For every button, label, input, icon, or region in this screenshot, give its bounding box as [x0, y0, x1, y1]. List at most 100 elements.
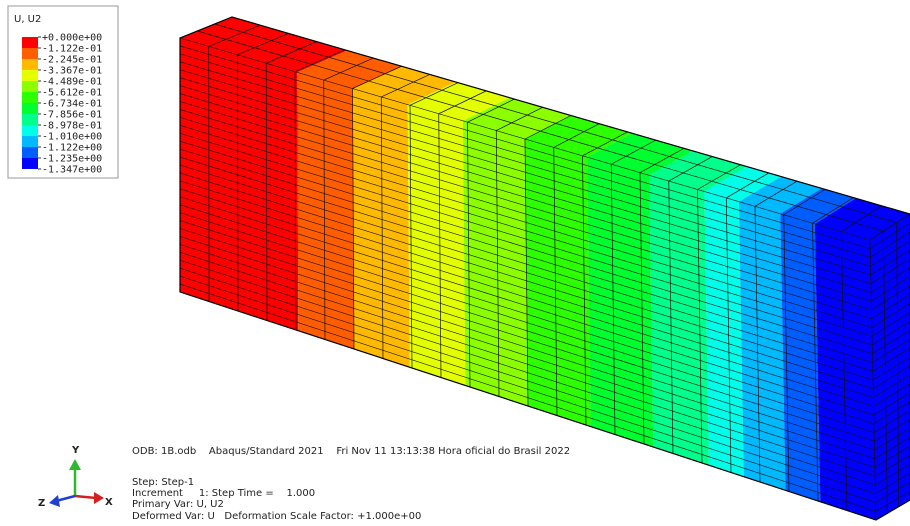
legend-label: +0.000e+00	[42, 33, 102, 44]
front-face-band	[738, 201, 786, 491]
front-face-band	[525, 139, 591, 427]
mesh-line	[467, 98, 515, 123]
mesh-line	[874, 419, 910, 442]
mesh-line	[870, 240, 910, 267]
mesh-line	[870, 222, 910, 250]
mesh-line	[179, 156, 873, 372]
triad-x-label: X	[105, 497, 113, 508]
mesh-line	[553, 123, 600, 148]
end-face	[870, 214, 910, 520]
legend-swatch	[22, 37, 38, 48]
mesh-line	[352, 65, 402, 89]
mesh-line	[869, 213, 910, 241]
mesh-line	[438, 90, 487, 115]
mesh-line	[875, 472, 910, 495]
mesh-line	[882, 231, 888, 514]
top-face-band	[180, 17, 348, 73]
mesh-line	[179, 148, 873, 363]
mesh-line	[873, 392, 910, 416]
legend-label: -3.367e-01	[42, 66, 102, 77]
legend-swatch	[22, 70, 38, 81]
mesh-line	[874, 428, 910, 451]
mesh-line	[266, 41, 317, 64]
mesh-line	[323, 57, 374, 81]
mesh-line	[896, 222, 900, 507]
legend-label: -2.245e-01	[42, 55, 102, 66]
mesh-line	[179, 132, 873, 346]
mesh-line	[381, 74, 430, 98]
mesh-line	[872, 338, 910, 363]
mesh-line	[873, 401, 910, 425]
mesh-line	[409, 82, 459, 106]
mesh-line	[179, 196, 874, 416]
top-face-band	[649, 150, 748, 192]
mesh-line	[179, 53, 871, 258]
triad-y-label: Y	[71, 445, 80, 456]
mesh-line	[179, 85, 872, 293]
mesh-line	[875, 463, 910, 486]
mesh-line	[875, 481, 910, 503]
mesh-line	[208, 24, 261, 47]
legend-label: -1.010e+00	[42, 132, 102, 143]
mesh-line	[872, 356, 910, 381]
legend-title: U, U2	[14, 14, 41, 25]
mesh-line	[179, 252, 876, 477]
top-face-band	[704, 166, 782, 202]
top-face-band	[738, 176, 822, 214]
mesh-line	[179, 140, 873, 355]
mesh-line	[294, 49, 346, 72]
legend-label: -1.122e-01	[42, 44, 102, 55]
front-face-band	[587, 157, 654, 448]
info-increment: Increment 1: Step Time = 1.000	[132, 488, 315, 499]
mesh-line	[179, 220, 875, 442]
legend-swatch	[22, 103, 38, 114]
legend-swatch	[22, 125, 38, 136]
top-face-band	[780, 188, 856, 224]
top-face-band	[352, 66, 456, 105]
mesh-line	[179, 109, 872, 320]
mesh-line	[871, 276, 910, 302]
legend-label: -1.122e+00	[42, 143, 102, 154]
mesh-line	[179, 93, 872, 302]
legend-swatch	[22, 48, 38, 59]
mesh-line	[179, 101, 872, 311]
mesh-line	[611, 139, 656, 165]
mesh-line	[179, 188, 874, 407]
mesh-line	[812, 197, 854, 224]
mesh-line	[179, 212, 875, 433]
mesh-line	[872, 347, 910, 372]
mesh-line	[870, 249, 910, 276]
mesh-line	[874, 446, 910, 468]
mesh-line	[179, 37, 871, 241]
mesh-line	[871, 303, 910, 328]
legend-swatch	[22, 92, 38, 103]
mesh-line	[237, 33, 289, 56]
mesh-line	[179, 117, 872, 328]
mesh-line	[754, 180, 798, 207]
legend: +0.000e+00-1.122e-01-2.245e-01-3.367e-01…	[22, 33, 102, 176]
front-face-band	[180, 38, 299, 331]
y-arrow-head	[69, 459, 81, 470]
mesh-line	[783, 189, 826, 216]
info-odb: ODB: 1B.odb Abaqus/Standard 2021 Fri Nov…	[132, 446, 570, 457]
mesh-line	[874, 437, 910, 460]
x-arrow-head	[94, 492, 104, 504]
mesh-line	[179, 172, 874, 390]
mesh-line	[873, 410, 910, 433]
mesh-line	[496, 106, 543, 131]
mesh-line	[870, 267, 910, 293]
legend-label: -8.978e-01	[42, 121, 102, 132]
mesh-line	[179, 164, 874, 381]
mesh-line	[179, 61, 871, 267]
front-face-band	[462, 120, 528, 406]
mesh-line	[870, 258, 910, 285]
triad-z-label: Z	[38, 498, 45, 509]
mesh-line	[179, 283, 876, 512]
legend-label: -5.612e-01	[42, 88, 102, 99]
mesh-line	[871, 285, 910, 311]
legend-swatch	[22, 81, 38, 92]
mesh-line	[874, 455, 910, 477]
legend-swatch	[22, 136, 38, 147]
z-arrow-head	[49, 495, 60, 507]
